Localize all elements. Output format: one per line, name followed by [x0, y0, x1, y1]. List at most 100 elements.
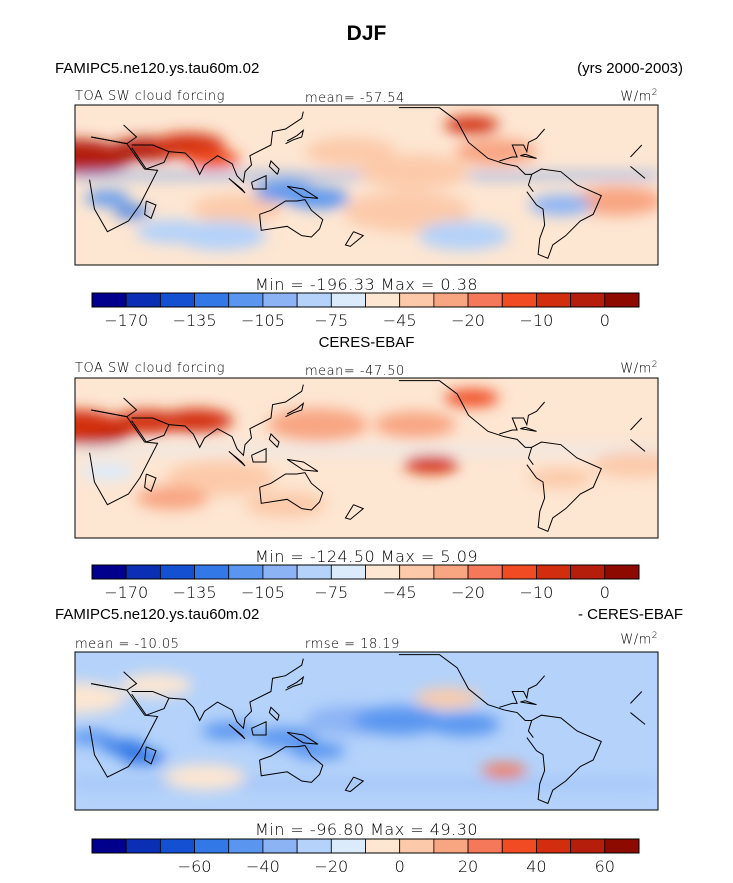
- colorbar-cell: [433, 292, 469, 308]
- colorbar-tick-label: −20: [314, 857, 348, 876]
- colorbar-cell: [91, 838, 127, 854]
- field-blob: [75, 730, 114, 745]
- colorbar-cell: [330, 564, 366, 580]
- coastline: [259, 744, 324, 783]
- colorbar-cell: [91, 292, 127, 308]
- colorbar-tick-label: −40: [246, 857, 280, 876]
- colorbar-cell: [467, 564, 503, 580]
- diff-suffix-label: - CERES-EBAF: [577, 606, 683, 623]
- panel1-map-frame: [74, 104, 659, 266]
- field-blob: [418, 221, 510, 251]
- colorbar-cell: [365, 564, 401, 580]
- coastline: [526, 168, 602, 259]
- field-blob: [268, 408, 368, 441]
- coastline: [131, 417, 170, 443]
- colorbar-cell: [228, 564, 264, 580]
- colorbar-cell: [330, 838, 366, 854]
- panel3-field: [75, 652, 658, 810]
- panel1-mean-label: mean= -57.54: [305, 91, 405, 106]
- field-blob: [343, 191, 471, 233]
- coastline: [259, 472, 324, 511]
- colorbar-tick-label: −75: [314, 311, 348, 330]
- coastline: [89, 409, 646, 506]
- colorbar-tick-label: −45: [383, 583, 417, 602]
- field-blob: [450, 483, 542, 513]
- field-blob: [529, 194, 593, 216]
- coastline: [398, 654, 534, 738]
- field-blob: [404, 455, 459, 474]
- panel3-minmax-label: Min = -96.80 Max = 49.30: [254, 820, 479, 839]
- colorbar-tick-label: −105: [241, 311, 285, 330]
- colorbar-tick-label: 0: [600, 311, 610, 330]
- coastline: [344, 504, 365, 520]
- field-blob: [592, 451, 658, 478]
- field-blob: [120, 750, 166, 765]
- panel3-units-label: W/m2: [620, 631, 658, 648]
- field-blob: [533, 735, 589, 753]
- panel3-anomalies: [75, 673, 658, 791]
- coastline: [268, 433, 280, 448]
- colorbar-cell: [399, 838, 435, 854]
- colorbar-tick-label: 0: [600, 583, 610, 602]
- colorbar-cell: [330, 292, 366, 308]
- panel2-colorbar-frame: [91, 564, 640, 580]
- coastline: [89, 136, 646, 233]
- colorbar-tick-label: −20: [451, 583, 485, 602]
- colorbar-tick-label: −170: [104, 583, 148, 602]
- coastline: [286, 731, 319, 745]
- colorbar-cell: [262, 838, 298, 854]
- colorbar-tick-label: 0: [395, 857, 405, 876]
- coastline: [286, 185, 319, 199]
- colorbar-cell: [194, 838, 230, 854]
- colorbar-cell: [399, 292, 435, 308]
- colorbar-cell: [399, 564, 435, 580]
- panel3-mean-label: mean = -10.05: [75, 637, 180, 652]
- colorbar-cell: [125, 292, 161, 308]
- field-blob: [444, 116, 499, 134]
- panel1-field-label: TOA SW cloud forcing: [75, 89, 225, 104]
- coastline: [526, 714, 602, 805]
- field-blob: [185, 149, 240, 168]
- colorbar-tick-label: −135: [173, 583, 217, 602]
- coastline: [268, 160, 280, 175]
- coastline: [344, 231, 365, 247]
- diff-case-label: FAMIPC5.ne120.ys.tau60m.02: [55, 606, 260, 623]
- field-blob: [166, 460, 276, 496]
- coastline: [131, 691, 170, 716]
- colorbar-cell: [365, 838, 401, 854]
- panel3-colorbar-frame: [91, 838, 640, 854]
- panel2-field: [75, 378, 658, 538]
- field-blob: [253, 727, 318, 748]
- field-blob: [244, 491, 327, 518]
- panel1-field: [75, 105, 658, 265]
- panel2-subtitle: CERES-EBAF: [318, 334, 415, 351]
- field-blob: [175, 221, 267, 251]
- coastline: [520, 426, 537, 432]
- colorbar-tick-label: −135: [173, 311, 217, 330]
- colorbar-tick-label: −60: [178, 857, 212, 876]
- years-label: (yrs 2000-2003): [577, 60, 683, 77]
- field-blob: [353, 705, 445, 735]
- panel3-rmse-label: rmse = 18.19: [305, 637, 400, 652]
- colorbar-cell: [365, 292, 401, 308]
- colorbar-cell: [604, 838, 640, 854]
- coastline: [285, 675, 305, 691]
- panel2-anomalies: [75, 389, 658, 518]
- colorbar-cell: [570, 292, 606, 308]
- colorbar-tick-label: 20: [458, 857, 478, 876]
- colorbar-cell: [433, 838, 469, 854]
- colorbar-cell: [125, 838, 161, 854]
- coastline: [398, 380, 534, 465]
- field-blob: [163, 764, 246, 791]
- coastline: [259, 199, 324, 238]
- colorbar-tick-label: −45: [383, 311, 417, 330]
- coastline: [144, 746, 157, 765]
- field-blob: [113, 205, 150, 218]
- colorbar-cell: [296, 292, 332, 308]
- colorbar-cell: [604, 292, 640, 308]
- colorbar-cell: [501, 564, 537, 580]
- coastline: [228, 724, 246, 740]
- panel2-background-field: [75, 378, 658, 538]
